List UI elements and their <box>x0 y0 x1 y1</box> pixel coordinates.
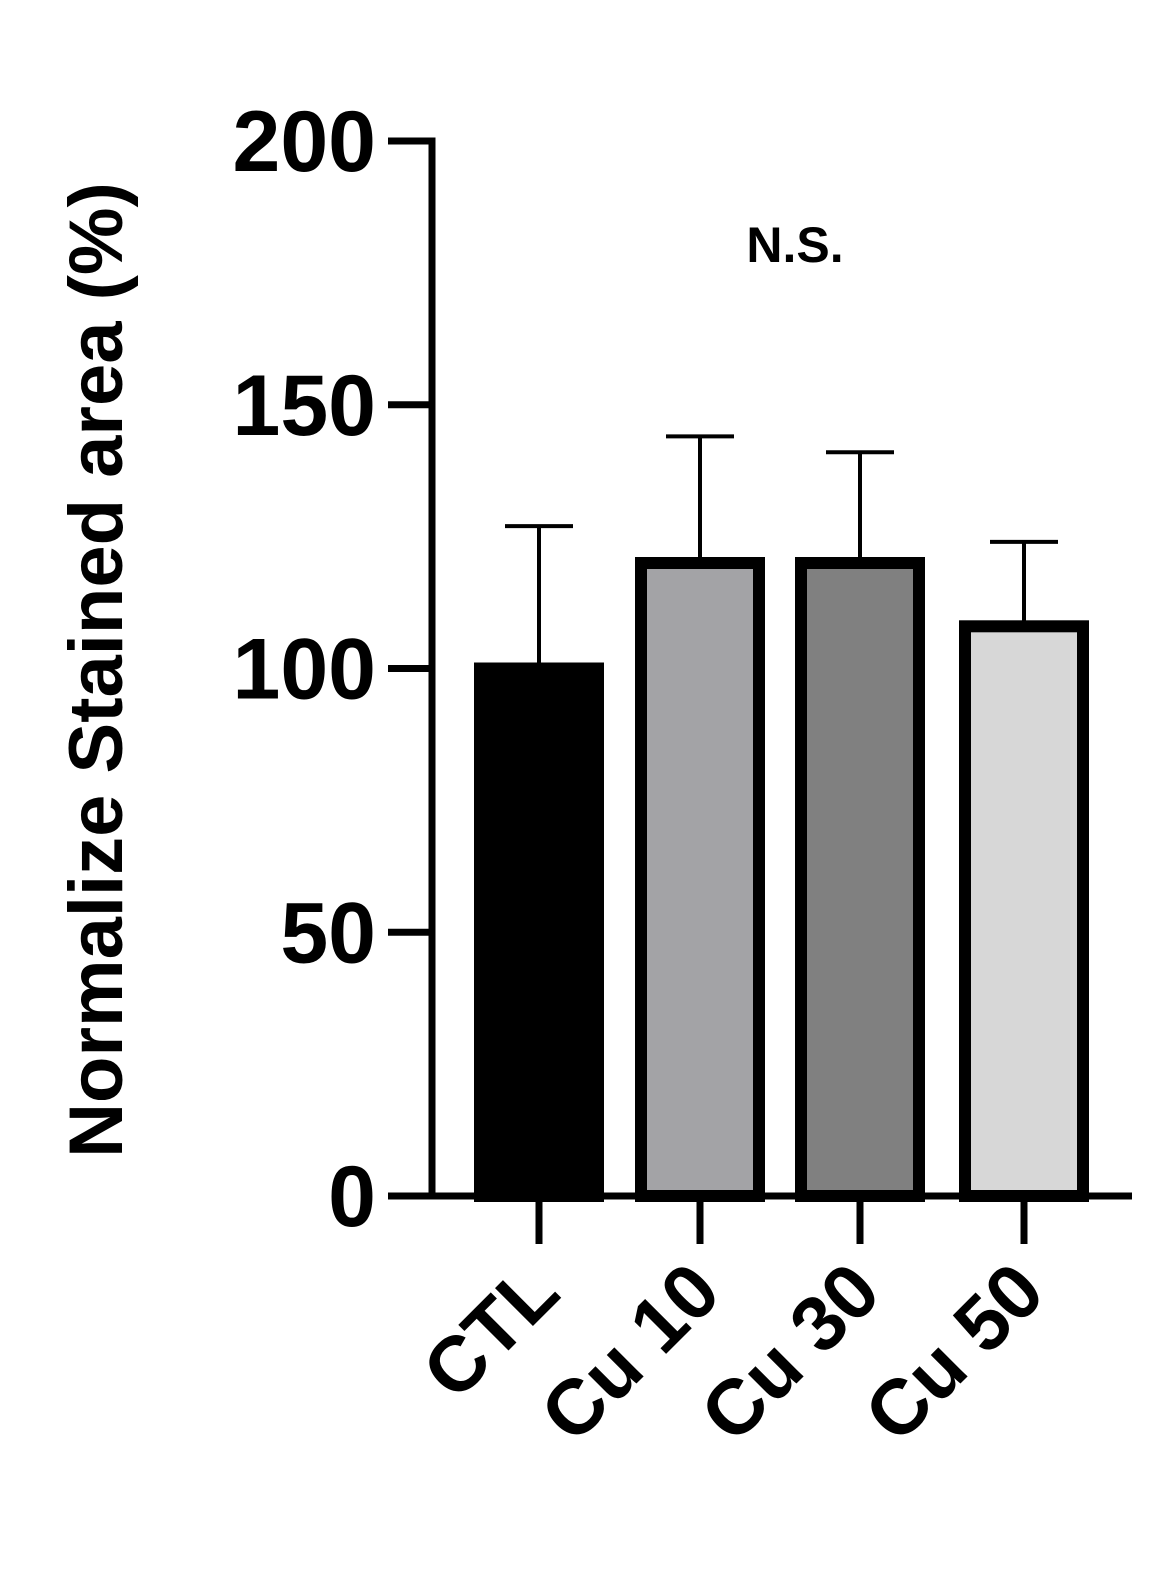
y-tick-label: 0 <box>328 1149 376 1245</box>
bars <box>474 434 1089 1202</box>
bar-cu-50 <box>959 620 1089 1202</box>
x-tick-label: Cu 30 <box>684 1246 896 1458</box>
x-tick-label: Cu 10 <box>524 1246 736 1458</box>
y-axis-ticks: 0 50 100 150 200 <box>233 94 432 1245</box>
y-axis-label: Normalize Stained area (%) <box>54 182 139 1158</box>
bar-cu-30 <box>795 557 925 1202</box>
y-tick-label: 50 <box>280 885 376 981</box>
y-tick-label: 200 <box>233 94 377 190</box>
bar-ctl <box>474 662 604 1202</box>
y-tick-label: 100 <box>233 622 377 718</box>
x-tick-label: Cu 50 <box>848 1246 1060 1458</box>
bar-cu-10 <box>635 557 765 1202</box>
y-tick-label: 150 <box>233 358 377 454</box>
significance-annotation: N.S. <box>746 217 843 273</box>
